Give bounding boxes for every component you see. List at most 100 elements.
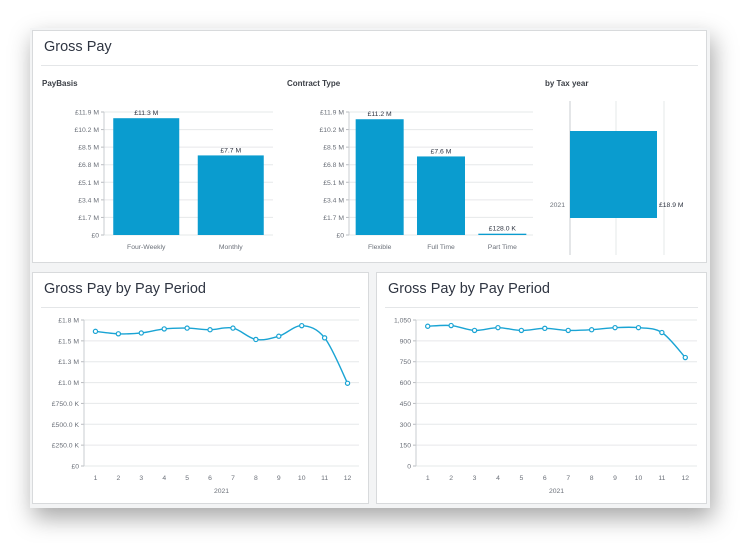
data-point	[92, 328, 99, 335]
y-tick-label: £1.7 M	[78, 215, 99, 222]
y-tick-label: £1.7 M	[323, 215, 344, 222]
y-tick-label: £11.9 M	[75, 110, 99, 117]
bar	[113, 118, 180, 235]
x-tick-label: 5	[519, 475, 523, 482]
y-tick-label: £500.0 K	[52, 422, 80, 429]
y-tick-label: £6.8 M	[323, 162, 344, 169]
x-tick-label: 1	[426, 475, 430, 482]
x-tick-label: 10	[298, 475, 306, 482]
panel-title: Gross Pay by Pay Period	[388, 281, 550, 297]
data-label: £128.0 K	[489, 226, 517, 233]
data-point	[542, 325, 548, 332]
x-tick-label: 9	[613, 475, 617, 482]
y-tick-label: 600	[400, 380, 412, 387]
x-tick-label: 3	[473, 475, 477, 482]
data-point	[138, 330, 144, 336]
x-tick-label: 12	[682, 475, 690, 482]
data-label: £7.6 M	[431, 148, 452, 155]
data-point	[588, 327, 595, 333]
bar	[570, 131, 657, 218]
data-point	[253, 336, 259, 343]
y-tick-label: £0	[336, 233, 344, 240]
y-tick-label: £8.5 M	[323, 145, 344, 152]
series-line	[427, 324, 686, 359]
panel-divider	[41, 65, 698, 66]
paybasis-chart: £0 £1.7 M £3.4 M £5.1 M £6.8 M £8.5 M £10.2 M £…	[74, 110, 273, 251]
panel-title: Gross Pay	[44, 39, 112, 55]
bar	[355, 119, 404, 235]
tax-year-chart-title: by Tax year	[545, 79, 589, 88]
y-tick-label: £5.1 M	[78, 180, 99, 187]
x-tick-label: 5	[185, 475, 189, 482]
y-tick-label: 450	[400, 401, 412, 408]
data-point	[495, 324, 501, 331]
y-tick-label: 750	[400, 359, 412, 366]
y-tick-label: £1.8 M	[58, 318, 79, 325]
y-tick-label: £0	[71, 464, 79, 471]
y-tick-label: £3.4 M	[323, 197, 344, 204]
data-point	[612, 324, 618, 331]
x-tick-label: 6	[543, 475, 547, 482]
y-tick-label: £10.2 M	[319, 127, 344, 134]
data-point	[276, 333, 282, 339]
data-label: £7.7 M	[220, 147, 241, 154]
y-tick-label: £8.5 M	[78, 145, 99, 152]
x-tick-label: Monthly	[219, 244, 243, 251]
data-label: £18.9 M	[659, 202, 684, 209]
gross-pay-by-period-panel-right: Gross Pay by Pay Period 0 150 300 450 600 750…	[376, 272, 707, 504]
y-tick-label: £1.3 M	[58, 359, 79, 366]
gross-pay-by-period-panel-left: Gross Pay by Pay Period £0 £250.0 K £500.0…	[32, 272, 369, 504]
data-point	[299, 322, 305, 329]
y-tick-label: £0	[91, 233, 99, 240]
data-label: £11.3 M	[134, 110, 158, 117]
data-point	[184, 325, 190, 331]
data-point	[448, 322, 454, 329]
data-point	[425, 323, 431, 329]
paybasis-chart-title: PayBasis	[42, 79, 78, 88]
x-axis-title: 2021	[214, 488, 229, 495]
data-point	[659, 329, 665, 336]
data-point	[321, 335, 328, 341]
bar	[197, 155, 264, 235]
x-tick-label: 2	[449, 475, 453, 482]
y-tick-label: 0	[407, 464, 411, 471]
x-tick-label: 4	[162, 475, 166, 482]
x-axis-title: 2021	[549, 488, 564, 495]
data-point	[344, 380, 351, 386]
data-point	[471, 327, 478, 334]
x-tick-label: 11	[658, 475, 665, 482]
x-tick-label: 4	[496, 475, 500, 482]
data-point	[207, 327, 213, 333]
data-point	[565, 327, 571, 334]
gross-pay-panel: Gross Pay PayBasis Contract Type by Tax …	[32, 30, 707, 263]
x-tick-label: 1	[94, 475, 98, 482]
gross-pay-line-chart: £0 £250.0 K £500.0 K £750.0 K £1.0 M £1.3 M £1…	[52, 318, 359, 495]
y-tick-label: £11.9 M	[320, 110, 344, 117]
data-point	[230, 325, 236, 331]
x-tick-label: 12	[344, 475, 352, 482]
y-tick-label: £750.0 K	[52, 401, 80, 408]
bar	[417, 156, 465, 235]
x-tick-label: 10	[635, 475, 643, 482]
data-point	[635, 324, 642, 331]
x-tick-label: 8	[254, 475, 258, 482]
data-point	[682, 354, 688, 361]
y-tick-label: 300	[400, 422, 412, 429]
data-label: £11.2 M	[368, 111, 392, 118]
y-tick-label: 150	[400, 443, 412, 450]
x-tick-label: Four-Weekly	[127, 244, 166, 251]
data-point	[161, 326, 167, 332]
x-tick-label: 3	[139, 475, 143, 482]
panel-divider	[385, 307, 698, 308]
series-line	[95, 324, 349, 384]
y-tick-label: £10.2 M	[74, 127, 99, 134]
x-tick-label: 7	[566, 475, 570, 482]
data-point	[518, 327, 525, 334]
y-tick-label: £5.1 M	[323, 180, 344, 187]
x-tick-label: 11	[321, 475, 328, 482]
data-point	[115, 331, 122, 337]
bar	[478, 233, 527, 235]
y-tick-label: £1.5 M	[58, 338, 79, 345]
x-tick-label: 9	[277, 475, 281, 482]
